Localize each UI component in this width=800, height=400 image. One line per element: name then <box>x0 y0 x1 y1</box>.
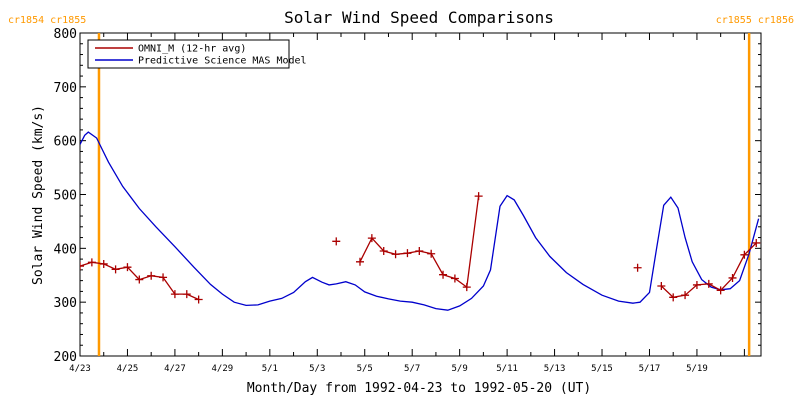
x-tick-label: 5/13 <box>544 364 566 374</box>
series-omni-point <box>111 265 120 274</box>
series-omni-point <box>462 283 471 292</box>
series-omni-point <box>147 271 156 280</box>
series-omni-point <box>681 291 690 300</box>
series-omni-point <box>403 249 412 258</box>
series-omni-point <box>450 274 459 283</box>
series-omni-point <box>692 280 701 289</box>
y-axis-ticks: 200 300 400 500 600 700 800 <box>54 27 761 365</box>
series-omni-line <box>660 242 757 298</box>
series-omni-line <box>359 196 480 289</box>
x-axis-label: Month/Day from 1992-04-23 to 1992-05-20 … <box>247 381 591 396</box>
x-axis-ticks: 4/23 4/25 4/27 4/29 5/1 5/3 5/5 5/7 5/9 5/11 5/13 5… <box>69 33 745 374</box>
y-tick-label: 600 <box>54 135 77 150</box>
series-omni-point <box>99 259 108 268</box>
series-omni-point <box>80 262 84 271</box>
x-tick-label: 5/17 <box>639 364 661 374</box>
x-tick-label: 5/11 <box>496 364 518 374</box>
legend-label-omni: OMNI_M (12-hr avg) <box>138 44 246 55</box>
series-omni-point <box>474 192 483 201</box>
y-tick-label: 800 <box>54 27 77 42</box>
series-omni-point <box>182 290 191 299</box>
series-omni-point <box>740 250 749 259</box>
series-omni-point <box>332 237 341 246</box>
series-omni-point <box>170 290 179 299</box>
series-layer <box>80 131 761 311</box>
x-tick-label: 5/1 <box>262 364 278 374</box>
x-tick-label: 4/25 <box>117 364 139 374</box>
series-mas-model-line <box>80 131 760 311</box>
series-omni-point <box>415 247 424 256</box>
x-tick-label: 5/15 <box>591 364 613 374</box>
y-axis-label: Solar Wind Speed (km/s) <box>31 105 46 285</box>
series-omni-point <box>752 238 761 247</box>
legend-label-mas: Predictive Science MAS Model <box>138 56 307 67</box>
x-tick-label: 5/3 <box>309 364 325 374</box>
x-tick-label: 5/5 <box>357 364 373 374</box>
series-omni-point <box>427 249 436 258</box>
x-tick-label: 4/29 <box>212 364 234 374</box>
series-omni-point <box>123 263 132 272</box>
x-tick-label: 4/23 <box>69 364 91 374</box>
series-omni-point <box>391 250 400 259</box>
series-omni-point <box>367 234 376 243</box>
series-omni-point <box>633 263 642 272</box>
series-omni-point <box>135 275 144 284</box>
carrington-marker-label: cr1855 cr1856 <box>716 15 794 26</box>
carrington-marker-label: cr1854 cr1855 <box>8 15 86 26</box>
series-omni-point <box>716 286 725 295</box>
series-omni-point <box>704 279 713 288</box>
x-tick-label: 5/19 <box>686 364 708 374</box>
legend-box <box>87 39 290 69</box>
series-omni-point <box>669 293 678 302</box>
series-omni-point <box>657 282 666 291</box>
x-tick-label: 5/7 <box>404 364 420 374</box>
y-tick-label: 300 <box>54 296 77 311</box>
y-tick-label: 700 <box>54 81 77 96</box>
carrington-rotation-markers: cr1854 cr1855 cr1855 cr1856 <box>8 15 794 356</box>
x-tick-label: 5/9 <box>452 364 468 374</box>
series-omni-point <box>379 247 388 256</box>
series-omni-point <box>159 273 168 282</box>
series-omni-point <box>355 257 364 266</box>
x-tick-label: 4/27 <box>164 364 186 374</box>
series-omni-point <box>728 273 737 282</box>
series-omni-point <box>87 258 96 267</box>
legend: OMNI_M (12-hr avg) Predictive Science MA… <box>87 39 307 69</box>
y-tick-label: 200 <box>54 350 77 365</box>
series-omni-point <box>439 270 448 279</box>
y-tick-label: 500 <box>54 189 77 204</box>
plot-frame <box>79 32 762 357</box>
chart-title: Solar Wind Speed Comparisons <box>284 8 554 27</box>
y-tick-label: 400 <box>54 242 77 257</box>
series-omni-point <box>194 295 203 304</box>
